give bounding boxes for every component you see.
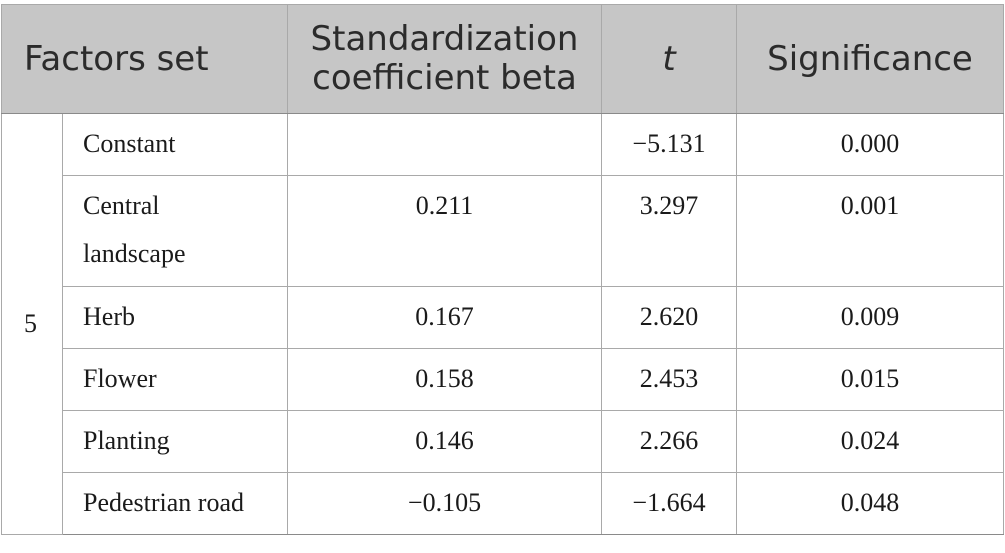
factor-cell: Constant [62, 113, 288, 176]
factor-cell-line1: Central [83, 191, 160, 220]
header-significance: Significance [736, 4, 1004, 114]
t-cell: −1.664 [601, 472, 737, 535]
t-cell: 3.297 [601, 175, 737, 287]
factor-cell: Flower [62, 348, 288, 411]
significance-cell: 0.001 [736, 175, 1004, 287]
beta-cell [287, 113, 602, 176]
t-cell: 2.620 [601, 286, 737, 349]
factor-cell: Herb [62, 286, 288, 349]
significance-cell: 0.024 [736, 410, 1004, 473]
beta-cell: 0.167 [287, 286, 602, 349]
beta-cell: 0.146 [287, 410, 602, 473]
header-beta-line1: Standardization [310, 19, 579, 59]
factor-cell-line2: landscape [83, 239, 186, 268]
header-beta-line2: coefficient beta [312, 58, 577, 98]
factor-cell: Planting [62, 410, 288, 473]
header-t: t [601, 4, 737, 114]
factor-cell: Pedestrian road [62, 472, 288, 535]
t-cell: −5.131 [601, 113, 737, 176]
table-row: Herb 0.167 2.620 0.009 [2, 286, 1004, 349]
header-row: Factors set Standardization coefficient … [1, 4, 1004, 114]
table-row: Central landscape 0.211 3.297 0.001 [2, 175, 1004, 287]
table-row: 5 Constant −5.131 0.000 [1, 113, 1004, 535]
table-row: Planting 0.146 2.266 0.024 [2, 410, 1004, 473]
significance-cell: 0.048 [736, 472, 1004, 535]
header-beta: Standardization coefficient beta [287, 4, 602, 114]
table-row: Flower 0.158 2.453 0.015 [2, 348, 1004, 411]
significance-cell: 0.009 [736, 286, 1004, 349]
factor-cell: Central landscape [62, 175, 288, 287]
factor-set-cell: 5 [1, 113, 63, 535]
beta-cell: −0.105 [287, 472, 602, 535]
t-cell: 2.266 [601, 410, 737, 473]
beta-cell: 0.211 [287, 175, 602, 287]
t-cell: 2.453 [601, 348, 737, 411]
header-factors-set: Factors set [1, 4, 288, 114]
regression-table: Factors set Standardization coefficient … [1, 4, 1004, 535]
table-row: Pedestrian road −0.105 −1.664 0.048 [2, 472, 1004, 535]
significance-cell: 0.015 [736, 348, 1004, 411]
significance-cell: 0.000 [736, 113, 1004, 176]
beta-cell: 0.158 [287, 348, 602, 411]
